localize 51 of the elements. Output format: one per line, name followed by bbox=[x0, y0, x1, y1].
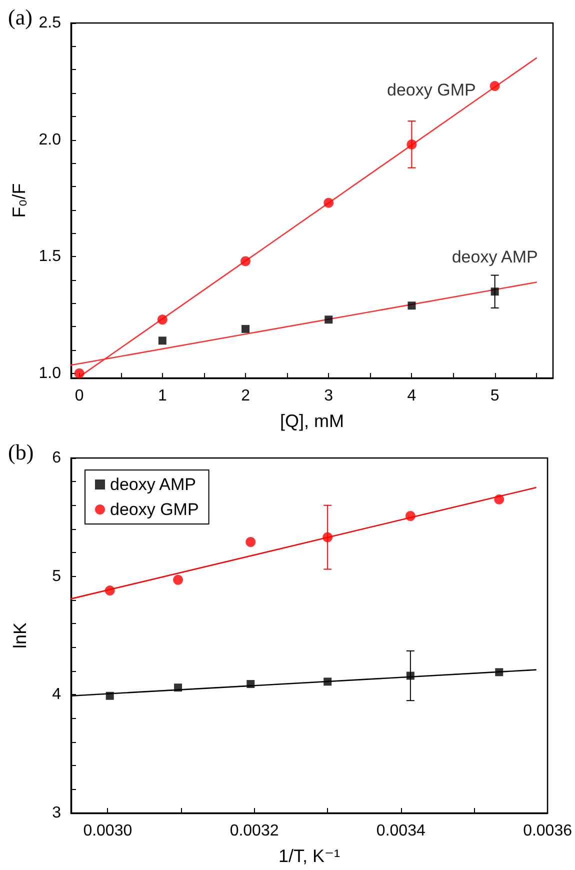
point bbox=[406, 672, 414, 680]
x-tick-label: 1 bbox=[158, 388, 167, 404]
point bbox=[494, 494, 504, 504]
y-tick-label: 5 bbox=[52, 568, 62, 585]
point bbox=[104, 586, 115, 596]
legend-label: deoxy GMP bbox=[110, 500, 199, 519]
x-axis-title: [Q], mM bbox=[280, 411, 344, 431]
x-tick-label: 0 bbox=[74, 388, 84, 404]
x-tick-label: 0.0032 bbox=[230, 822, 279, 840]
point bbox=[240, 256, 251, 266]
x-axis-title: 1/T, K⁻¹ bbox=[278, 846, 340, 866]
point bbox=[408, 302, 416, 310]
x-tick-label: 0.0036 bbox=[523, 822, 572, 840]
point bbox=[158, 336, 166, 345]
series-label: deoxy GMP bbox=[387, 80, 476, 100]
point bbox=[405, 510, 416, 521]
point bbox=[406, 139, 417, 150]
x-tick-label: 5 bbox=[490, 388, 500, 404]
point bbox=[246, 680, 255, 688]
y-tick-label: 1.5 bbox=[38, 248, 62, 266]
y-axis-title: F₀/F bbox=[8, 183, 29, 218]
y-tick-label: 1.0 bbox=[38, 364, 62, 382]
point bbox=[242, 324, 250, 333]
x-tick-label: 0.0034 bbox=[376, 822, 426, 840]
point bbox=[324, 198, 334, 208]
point bbox=[324, 316, 333, 324]
y-tick-label: 4 bbox=[52, 686, 62, 704]
point bbox=[174, 684, 182, 692]
y-tick-label: 3 bbox=[52, 804, 62, 822]
point bbox=[490, 81, 500, 92]
point bbox=[157, 314, 168, 325]
point bbox=[173, 574, 184, 585]
point bbox=[324, 678, 332, 686]
legend-label: deoxy AMP bbox=[110, 475, 196, 494]
y-tick-label: 6 bbox=[52, 450, 62, 466]
x-tick-label: 4 bbox=[407, 388, 416, 404]
point bbox=[490, 288, 499, 296]
point bbox=[322, 532, 333, 542]
y-axis-title: lnK bbox=[10, 622, 30, 649]
y-tick-label: 2.5 bbox=[38, 14, 62, 32]
series-label: deoxy AMP bbox=[452, 248, 538, 267]
point bbox=[106, 692, 114, 700]
x-tick-label: 3 bbox=[324, 388, 334, 404]
point bbox=[74, 368, 84, 378]
point bbox=[246, 537, 256, 548]
x-tick-label: 0.0030 bbox=[83, 822, 132, 840]
y-tick-label: 2.0 bbox=[38, 131, 62, 148]
x-tick-label: 2 bbox=[241, 388, 250, 404]
text: (b) bbox=[8, 440, 34, 464]
point bbox=[495, 668, 504, 676]
text: (a) bbox=[8, 4, 32, 30]
